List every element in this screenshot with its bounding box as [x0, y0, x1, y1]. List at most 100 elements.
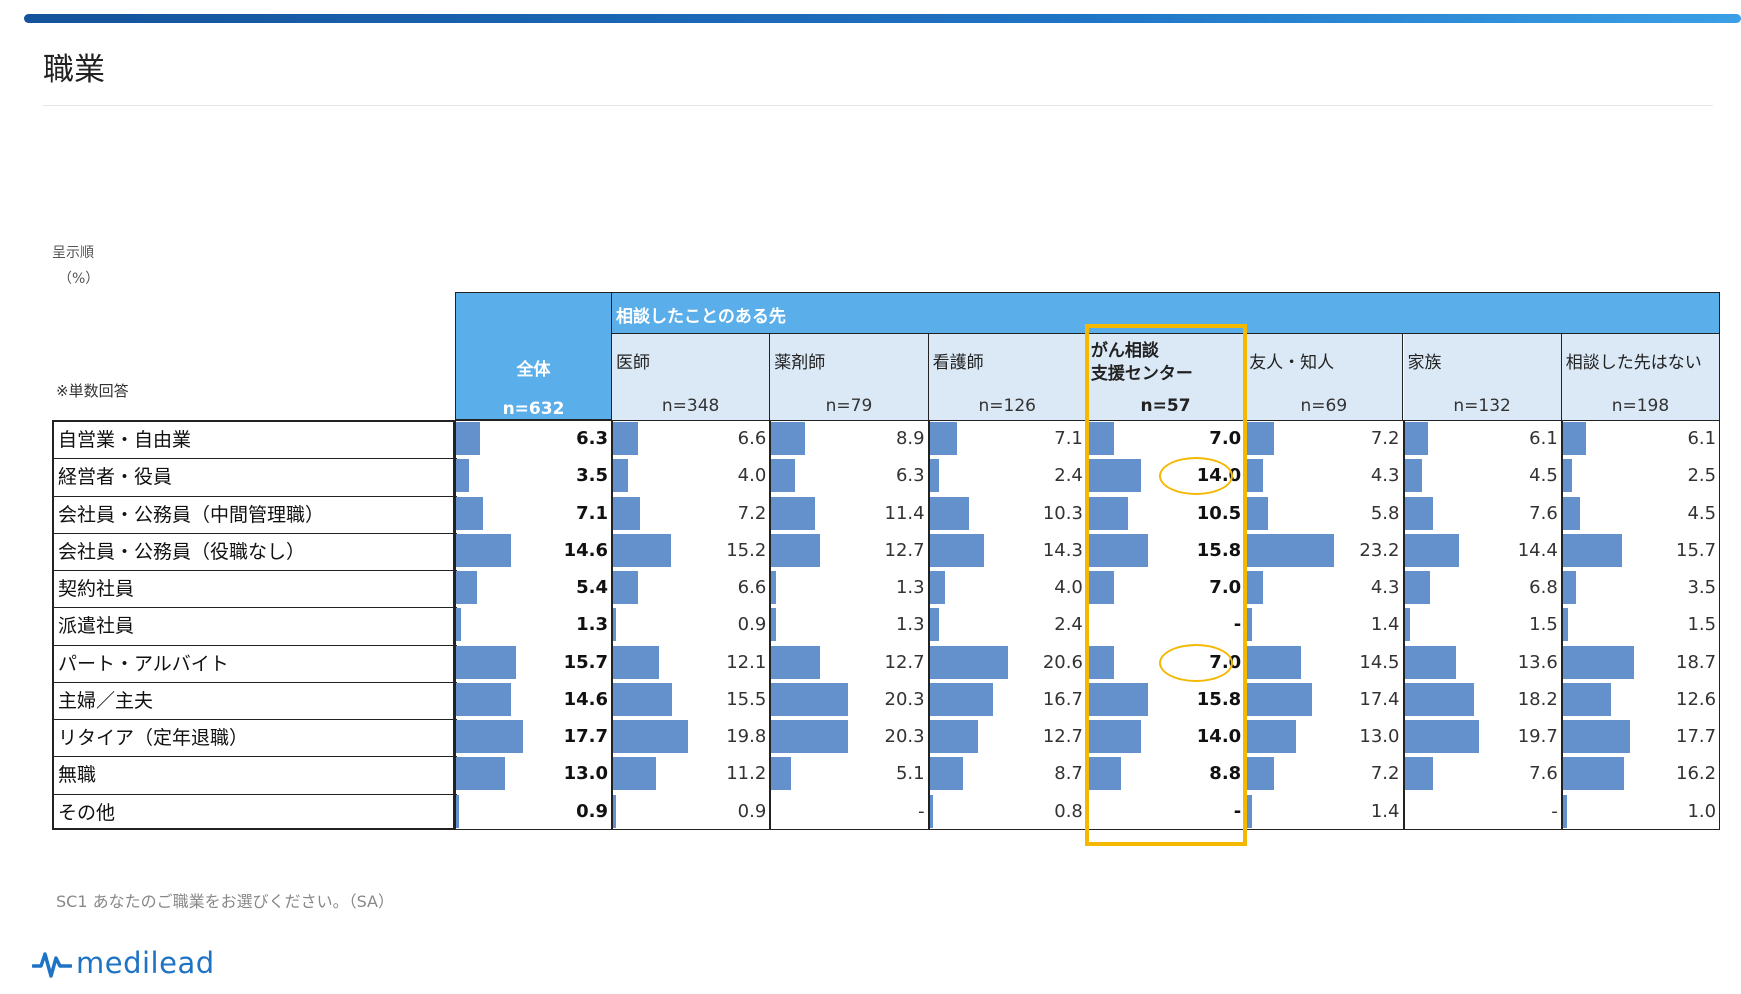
data-label: 6.6	[737, 577, 767, 599]
row-divider	[54, 532, 457, 534]
row-label: パート・アルバイト	[58, 652, 229, 675]
data-bar	[771, 496, 815, 530]
data-label: 17.7	[563, 726, 608, 748]
data-label: 3.5	[576, 465, 608, 487]
data-label: 13.0	[563, 763, 608, 785]
title-divider	[43, 105, 1713, 106]
row-divider	[54, 681, 457, 683]
row-divider	[54, 458, 457, 460]
data-label: 4.0	[1054, 577, 1083, 599]
logo-text: medilead	[76, 946, 215, 980]
row-label: 契約社員	[58, 578, 135, 601]
data-bar	[1562, 571, 1577, 605]
column-header: 相談した先はない n=198	[1561, 334, 1721, 420]
data-bar	[1562, 645, 1634, 679]
data-bar	[1246, 757, 1274, 791]
data-label: 10.3	[1042, 502, 1083, 524]
data-label: 12.6	[1676, 688, 1717, 710]
data-bar	[456, 757, 506, 791]
column-header-name: 医師	[616, 353, 650, 373]
data-label: 4.3	[1370, 465, 1400, 487]
data-label: 8.8	[1209, 763, 1242, 785]
row-label: リタイア（定年退職）	[58, 727, 249, 750]
data-label: 20.6	[1042, 651, 1083, 673]
data-label: 20.3	[884, 726, 925, 748]
data-bar	[1087, 645, 1115, 679]
data-bar	[1087, 459, 1142, 493]
column-header: 看護師 n=126	[928, 334, 1087, 420]
data-bar	[456, 682, 512, 716]
data-bar	[1404, 571, 1431, 605]
data-label: 14.4	[1517, 539, 1558, 561]
column-header: がん相談 支援センター n=57	[1086, 334, 1246, 420]
column-header-name: 相談した先はない	[1565, 353, 1702, 373]
data-label: 14.6	[563, 539, 608, 561]
data-bar	[456, 794, 460, 828]
column-divider	[611, 420, 613, 830]
data-bar	[1562, 422, 1586, 455]
data-bar	[456, 496, 483, 530]
data-bar	[929, 533, 984, 567]
data-label: 7.0	[1209, 577, 1242, 599]
data-label: 11.2	[726, 763, 767, 785]
data-bar	[1404, 459, 1422, 493]
data-label: 15.8	[1196, 688, 1242, 710]
row-label: 派遣社員	[58, 615, 135, 638]
data-bar	[929, 757, 963, 791]
page-title: 職業	[43, 52, 105, 88]
row-divider	[54, 607, 457, 609]
data-label: 15.2	[726, 539, 767, 561]
data-label: -	[1551, 800, 1558, 822]
data-bar	[1246, 459, 1263, 493]
data-label: 0.9	[737, 800, 767, 822]
data-label: 12.7	[884, 539, 925, 561]
row-divider	[54, 570, 457, 572]
row-label: 会社員・公務員（役職なし）	[58, 540, 306, 563]
row-label: 無職	[58, 764, 97, 787]
data-bar	[613, 720, 689, 754]
data-label: 4.0	[737, 465, 767, 487]
row-divider	[54, 793, 457, 795]
row-divider	[54, 495, 457, 497]
data-label: 17.7	[1676, 726, 1717, 748]
data-bar	[771, 571, 777, 605]
data-label: 4.5	[1687, 502, 1717, 524]
data-bar	[1087, 496, 1128, 530]
data-bar	[1246, 533, 1335, 567]
data-label: 15.8	[1196, 539, 1242, 561]
column-header: 家族 n=132	[1403, 334, 1562, 420]
data-label: 5.4	[576, 577, 608, 599]
highlight-circle	[1159, 643, 1234, 682]
highlight-frame	[1085, 324, 1247, 846]
data-bar	[1087, 720, 1142, 754]
data-bar	[771, 533, 820, 567]
total-column-n: n=632	[502, 399, 565, 419]
column-header-n: n=69	[1300, 396, 1348, 416]
group-header-label: 相談したことのある先	[616, 307, 786, 327]
data-label: 12.7	[884, 651, 925, 673]
data-label: 7.2	[1370, 763, 1400, 785]
data-bar	[1562, 682, 1611, 716]
data-label: 14.3	[1042, 539, 1083, 561]
data-bar	[1246, 794, 1252, 828]
data-bar	[1404, 533, 1460, 567]
data-label: 12.7	[1042, 726, 1083, 748]
data-label: 1.3	[895, 614, 925, 636]
data-bar	[456, 720, 524, 754]
data-label: 6.6	[737, 428, 767, 449]
data-label: 13.6	[1517, 651, 1558, 673]
highlight-circle	[1159, 457, 1234, 496]
column-header: 医師 n=348	[612, 334, 771, 420]
data-bar	[1404, 422, 1428, 455]
data-label: 7.2	[1370, 428, 1400, 449]
data-label: 4.3	[1370, 577, 1400, 599]
column-divider	[769, 420, 772, 830]
answer-type-note: ※単数回答	[56, 382, 129, 400]
data-label: 18.2	[1517, 688, 1558, 710]
data-bar	[613, 533, 671, 567]
data-label: 7.1	[576, 502, 608, 524]
data-label: 13.0	[1359, 726, 1400, 748]
total-column-name: 全体	[516, 360, 551, 380]
unit-label: （%）	[58, 271, 100, 287]
column-header-n: n=198	[1611, 396, 1670, 416]
